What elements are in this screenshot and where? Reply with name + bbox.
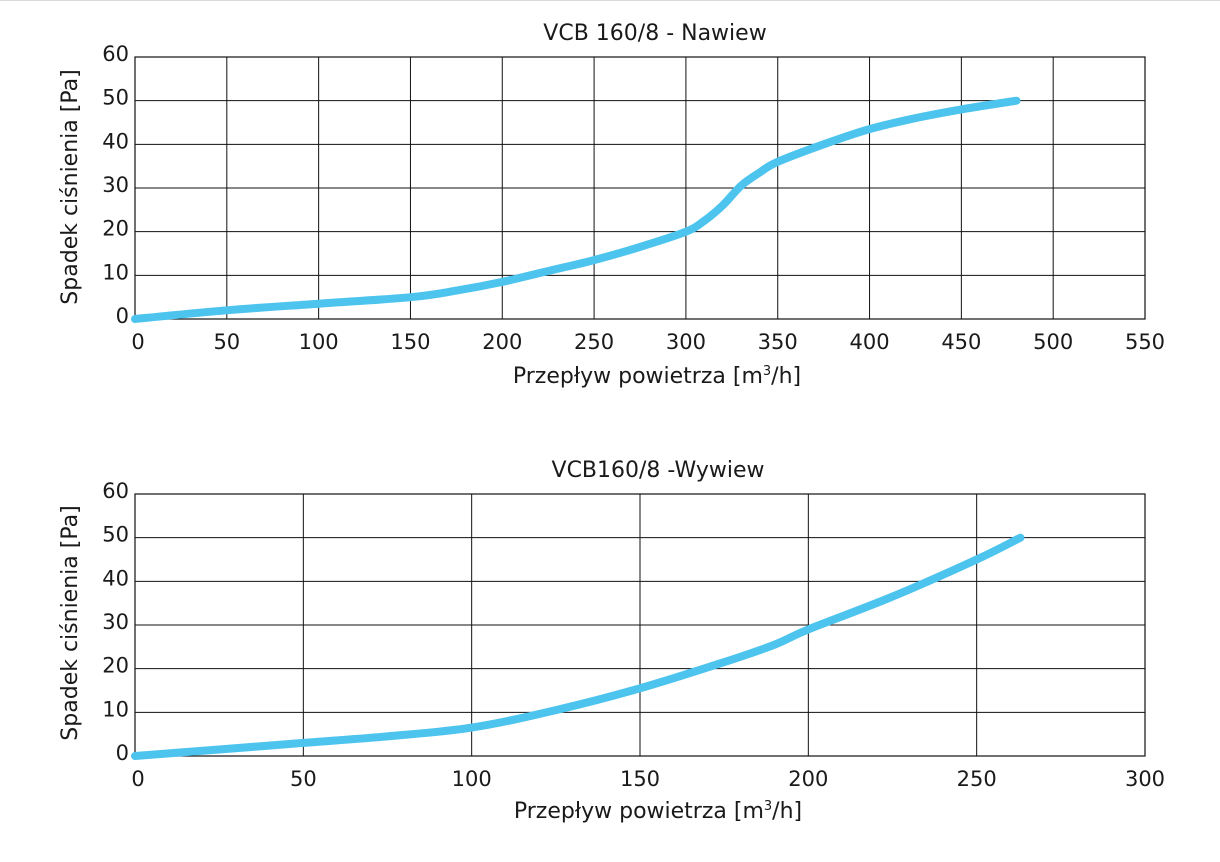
x-tick-label: 550 bbox=[1125, 330, 1165, 354]
x-ticks: 0 50 100 150 200 250 300 350 400 450 500 550 bbox=[131, 330, 1165, 354]
x-tick-label: 200 bbox=[482, 330, 522, 354]
y-tick-label: 30 bbox=[102, 610, 129, 634]
x-tick-label: 450 bbox=[941, 330, 981, 354]
y-tick-label: 60 bbox=[102, 479, 129, 503]
x-tick-label: 500 bbox=[1033, 330, 1073, 354]
x-tick-label: 250 bbox=[957, 767, 997, 791]
y-axis-label: Spadek ciśnienia [Pa] bbox=[58, 505, 83, 740]
x-ticks: 0 50 100 150 200 250 300 bbox=[131, 767, 1165, 791]
y-tick-label: 10 bbox=[102, 260, 129, 284]
x-tick-label: 50 bbox=[290, 767, 317, 791]
x-tick-label: 50 bbox=[213, 330, 240, 354]
chart-title: VCB 160/8 - Nawiew bbox=[543, 21, 766, 46]
series-line bbox=[131, 533, 1025, 760]
y-tick-label: 0 bbox=[116, 304, 129, 328]
x-tick-label: 400 bbox=[849, 330, 889, 354]
x-tick-label: 350 bbox=[758, 330, 798, 354]
y-tick-label: 50 bbox=[102, 86, 129, 110]
y-tick-label: 40 bbox=[102, 129, 129, 153]
y-tick-label: 40 bbox=[102, 566, 129, 590]
chart-nawiew: VCB 160/8 - Nawiew 0 10 20 30 40 50 60 0 50 100 1… bbox=[58, 21, 1165, 389]
x-tick-label: 300 bbox=[1125, 767, 1165, 791]
y-ticks: 0 10 20 30 40 50 60 bbox=[102, 479, 129, 765]
x-axis-label: Przepływ powietrza [m3/h] bbox=[513, 364, 801, 389]
y-tick-label: 20 bbox=[102, 217, 129, 241]
x-tick-label: 0 bbox=[131, 330, 144, 354]
grid bbox=[134, 493, 1146, 757]
x-axis-label: Przepływ powietrza [m3/h] bbox=[514, 799, 802, 824]
top-divider bbox=[0, 0, 1220, 1]
y-tick-label: 10 bbox=[102, 697, 129, 721]
x-tick-label: 250 bbox=[574, 330, 614, 354]
grid bbox=[134, 56, 1146, 320]
x-tick-label: 100 bbox=[452, 767, 492, 791]
y-tick-label: 50 bbox=[102, 523, 129, 547]
y-tick-label: 60 bbox=[102, 42, 129, 66]
y-ticks: 0 10 20 30 40 50 60 bbox=[102, 42, 129, 328]
series-line bbox=[131, 96, 1021, 323]
plot-frame bbox=[134, 493, 1146, 757]
x-tick-label: 150 bbox=[390, 330, 430, 354]
y-tick-label: 20 bbox=[102, 654, 129, 678]
chart-wywiew: VCB160/8 -Wywiew 0 10 20 30 40 50 60 0 50 100 150… bbox=[58, 458, 1165, 824]
y-tick-label: 30 bbox=[102, 173, 129, 197]
x-tick-label: 100 bbox=[299, 330, 339, 354]
x-tick-label: 150 bbox=[620, 767, 660, 791]
x-tick-label: 300 bbox=[666, 330, 706, 354]
x-tick-label: 200 bbox=[788, 767, 828, 791]
y-axis-label: Spadek ciśnienia [Pa] bbox=[58, 69, 83, 304]
y-tick-label: 0 bbox=[116, 741, 129, 765]
chart-title: VCB160/8 -Wywiew bbox=[552, 458, 765, 483]
x-tick-label: 0 bbox=[131, 767, 144, 791]
plot-frame bbox=[134, 56, 1146, 320]
